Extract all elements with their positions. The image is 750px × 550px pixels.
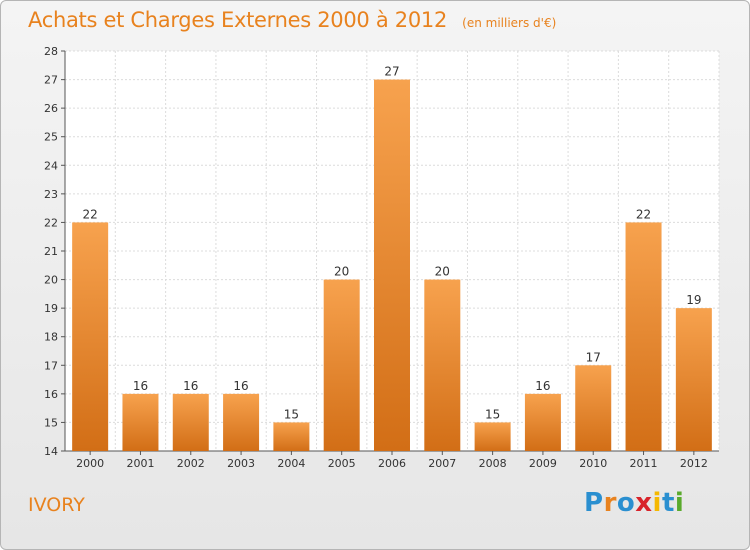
proxiti-logo: Proxiti — [584, 488, 684, 518]
y-tick-label: 14 — [44, 445, 58, 458]
y-tick-label: 20 — [44, 274, 58, 287]
bars — [72, 79, 712, 452]
bar-value-label: 17 — [586, 350, 601, 364]
chart-title: Achats et Charges Externes 2000 à 2012 — [28, 8, 448, 32]
bar-value-label: 15 — [485, 407, 500, 421]
bar-2010 — [575, 365, 612, 451]
bar-2004 — [273, 422, 310, 451]
bar-2011 — [625, 222, 662, 451]
bar-2012 — [675, 308, 712, 451]
y-tick-label: 15 — [44, 416, 58, 429]
bar-2003 — [223, 393, 260, 451]
y-tick-label: 24 — [44, 159, 58, 172]
x-tick-label: 2008 — [479, 457, 507, 470]
x-tick-label: 2010 — [579, 457, 607, 470]
y-tick-label: 26 — [44, 102, 58, 115]
bar-value-label: 20 — [435, 265, 450, 279]
title-row: Achats et Charges Externes 2000 à 2012 (… — [28, 8, 556, 32]
x-tick-label: 2009 — [529, 457, 557, 470]
bar-2007 — [424, 279, 461, 451]
x-tick-label: 2011 — [630, 457, 658, 470]
logo-letter: r — [603, 488, 617, 518]
y-tick-label: 18 — [44, 331, 58, 344]
x-tick-label: 2006 — [378, 457, 406, 470]
x-tick-label: 2003 — [227, 457, 255, 470]
bar-2009 — [524, 393, 561, 451]
logo-letter: x — [635, 488, 653, 518]
logo-letter: i — [674, 488, 685, 518]
x-tick-label: 2005 — [328, 457, 356, 470]
x-tick-label: 2012 — [680, 457, 708, 470]
y-tick-label: 27 — [44, 74, 58, 87]
x-tick-label: 2007 — [428, 457, 456, 470]
bar-value-label: 16 — [183, 379, 198, 393]
bar-value-label: 16 — [133, 379, 148, 393]
bar-2005 — [323, 279, 360, 451]
logo-letter: i — [652, 488, 662, 518]
bar-2006 — [374, 79, 410, 452]
chart-unit: (en milliers d'€) — [462, 16, 557, 30]
y-tick-label: 17 — [44, 359, 58, 372]
logo-letter: P — [584, 488, 604, 518]
bar-2001 — [122, 393, 159, 451]
x-tick-label: 2000 — [76, 457, 104, 470]
bar-value-label: 20 — [334, 265, 349, 279]
bar-2000 — [72, 222, 109, 451]
commune-name: IVORY — [28, 494, 85, 516]
x-tick-label: 2002 — [177, 457, 205, 470]
y-tick-label: 23 — [44, 188, 58, 201]
y-tick-label: 22 — [44, 216, 58, 229]
x-tick-label: 2001 — [126, 457, 154, 470]
logo-letter: t — [661, 488, 675, 518]
bar-value-label: 22 — [636, 207, 651, 221]
bar-2002 — [172, 393, 209, 451]
bar-value-label: 16 — [233, 379, 248, 393]
bar-value-label: 16 — [535, 379, 550, 393]
bar-value-label: 27 — [384, 65, 399, 79]
logo-letter: o — [616, 488, 636, 518]
y-tick-label: 19 — [44, 302, 58, 315]
bar-value-label: 15 — [284, 407, 299, 421]
y-tick-label: 16 — [44, 388, 58, 401]
bar-2008 — [474, 422, 511, 451]
labels: 14 15 16 17 18 19 20 21 22 23 24 25 26 27 28 22 2000 16 20… — [44, 45, 708, 470]
bar-value-label: 19 — [686, 293, 701, 307]
y-tick-label: 21 — [44, 245, 58, 258]
y-tick-label: 28 — [44, 45, 58, 58]
y-tick-label: 25 — [44, 131, 58, 144]
x-tick-label: 2004 — [277, 457, 305, 470]
bar-value-label: 22 — [83, 207, 98, 221]
